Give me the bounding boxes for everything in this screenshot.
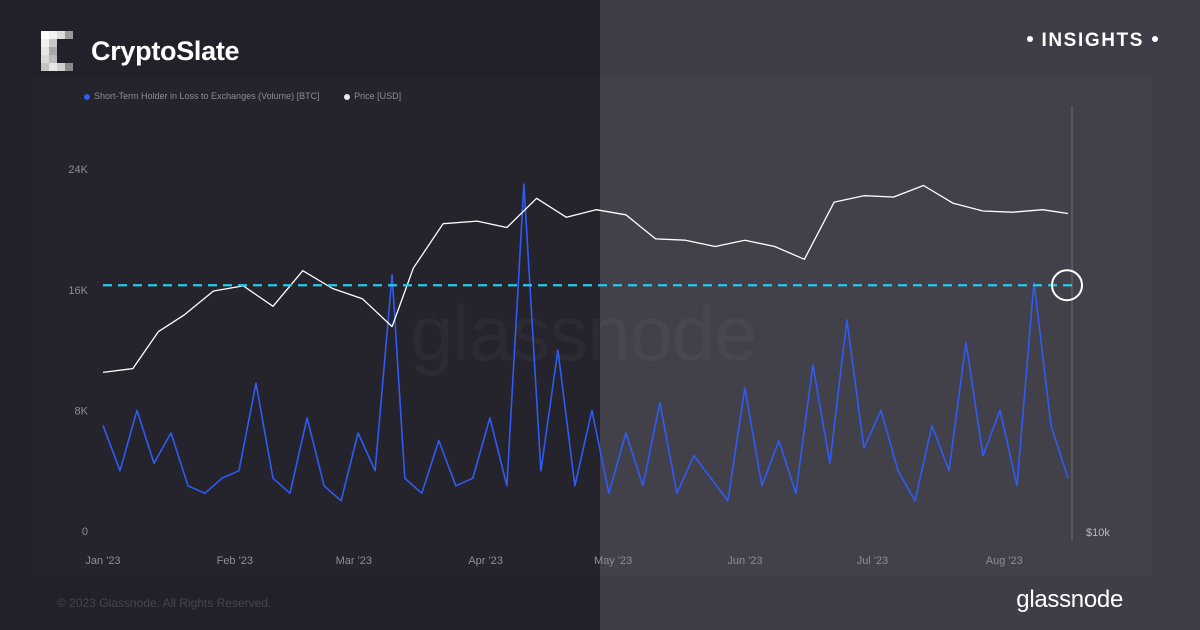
bullet-icon	[1152, 35, 1158, 42]
brand-title: CryptoSlate	[91, 36, 240, 66]
y-tick-label: 8K	[75, 405, 89, 417]
background-left-panel	[0, 0, 600, 630]
chart-legend: Short-Term Holder in Loss to Exchanges (…	[84, 91, 423, 101]
glassnode-logo-text: glassnode	[1016, 586, 1123, 613]
legend-label-price: Price [USD]	[354, 91, 402, 101]
y-tick-label: 24K	[68, 164, 88, 176]
background-right-panel	[600, 0, 1200, 630]
y-tick-label: 0	[82, 526, 88, 538]
legend-swatch-price	[344, 93, 351, 100]
legend-item-volume[interactable]: Short-Term Holder in Loss to Exchanges (…	[84, 91, 320, 101]
right-axis-tick-label: $10k	[1086, 527, 1110, 539]
x-tick-label: Feb '23	[217, 555, 253, 567]
copyright-text: © 2023 Glassnode. All Rights Reserved.	[57, 596, 272, 610]
x-tick-label: Jun '23	[727, 555, 762, 567]
bullet-icon	[1027, 35, 1034, 42]
volume-series-line	[102, 183, 1069, 502]
x-tick-label: May '23	[594, 555, 632, 567]
insights-label: INSIGHTS	[1041, 30, 1144, 51]
x-tick-label: Jan '23	[85, 555, 120, 567]
x-tick-label: Aug '23	[986, 555, 1023, 567]
highlight-circle	[1051, 269, 1083, 302]
price-series-line	[102, 184, 1069, 374]
legend-swatch-volume	[84, 93, 90, 100]
legend-item-price[interactable]: Price [USD]	[344, 91, 401, 101]
x-tick-label: Jul '23	[857, 555, 888, 567]
legend-label-volume: Short-Term Holder in Loss to Exchanges (…	[94, 91, 320, 101]
x-tick-label: Mar '23	[336, 555, 372, 567]
insights-badge: INSIGHTS	[1019, 30, 1166, 52]
cryptoslate-logo-icon	[41, 31, 73, 71]
x-tick-label: Apr '23	[468, 555, 503, 567]
y-tick-label: 16K	[68, 285, 88, 297]
